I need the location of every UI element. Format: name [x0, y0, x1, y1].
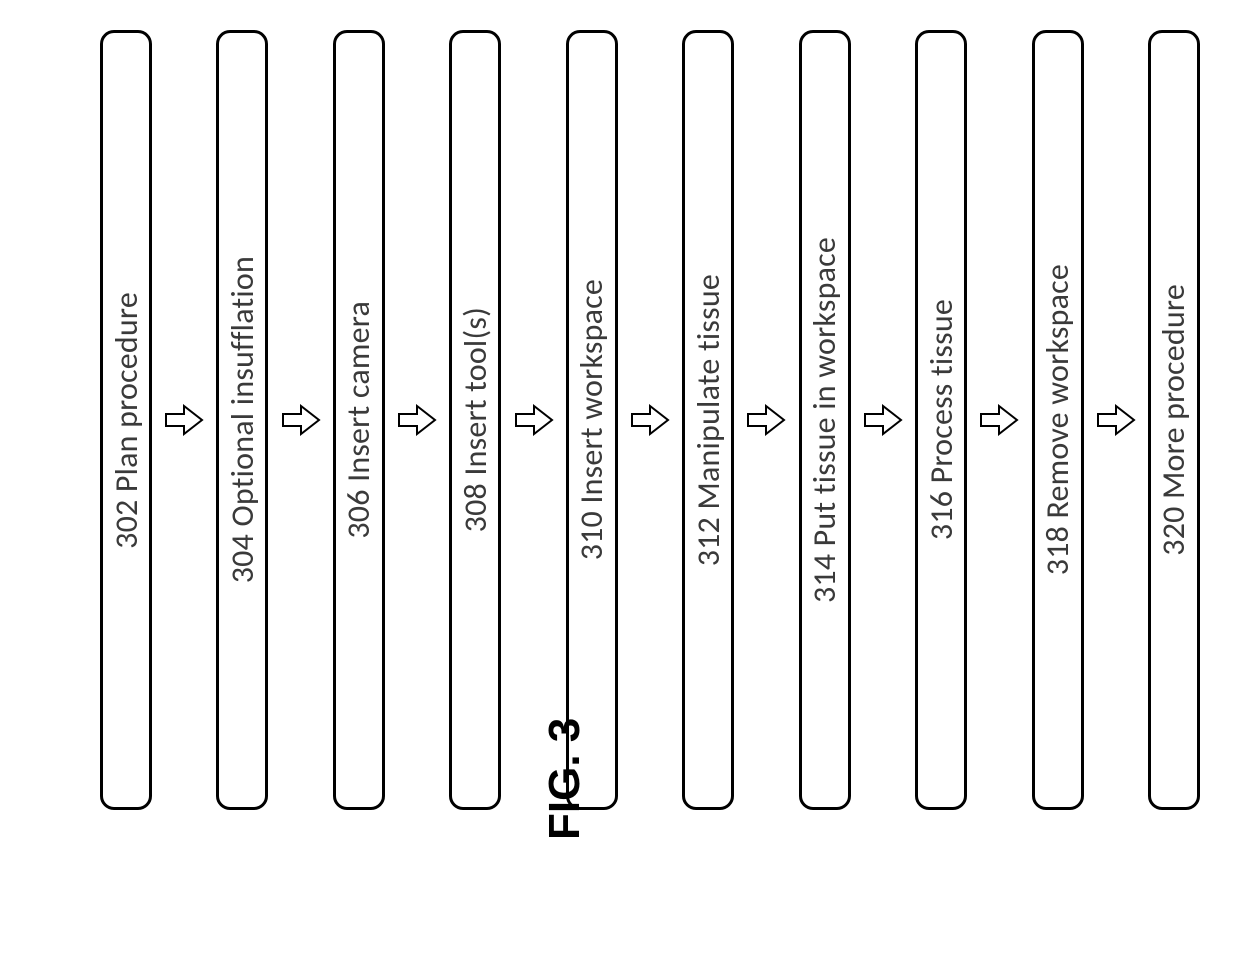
step-label: 316 Process tissue — [922, 299, 961, 540]
figure-canvas: 302 Plan procedure 304 Optional insuffla… — [0, 0, 1240, 973]
step-box-316: 316 Process tissue — [915, 30, 967, 810]
step-box-314: 314 Put tissue in workspace — [799, 30, 851, 810]
arrow-icon — [622, 30, 678, 810]
step-label: 304 Optional insufflation — [223, 256, 262, 583]
arrow-icon — [389, 30, 445, 810]
step-box-318: 318 Remove workspace — [1032, 30, 1084, 810]
step-label: 318 Remove workspace — [1038, 264, 1077, 575]
arrow-icon — [273, 30, 329, 810]
step-label: 306 Insert camera — [339, 301, 378, 539]
step-box-320: 320 More procedure — [1148, 30, 1200, 810]
step-label: 308 Insert tool(s) — [456, 307, 495, 532]
step-label: 320 More procedure — [1154, 284, 1193, 556]
step-label: 310 Insert workspace — [572, 279, 611, 560]
step-box-308: 308 Insert tool(s) — [449, 30, 501, 810]
arrow-icon — [1088, 30, 1144, 810]
arrow-icon — [971, 30, 1027, 810]
step-box-310: 310 Insert workspace — [566, 30, 618, 810]
arrow-icon — [156, 30, 212, 810]
arrow-icon — [738, 30, 794, 810]
step-label: 314 Put tissue in workspace — [805, 237, 844, 603]
step-box-312: 312 Manipulate tissue — [682, 30, 734, 810]
step-box-306: 306 Insert camera — [333, 30, 385, 810]
step-box-302: 302 Plan procedure — [100, 30, 152, 810]
step-box-304: 304 Optional insufflation — [216, 30, 268, 810]
arrow-icon — [506, 30, 562, 810]
arrow-icon — [855, 30, 911, 810]
figure-label: FIG. 3 — [540, 718, 590, 840]
step-label: 302 Plan procedure — [107, 292, 146, 549]
flowchart: 302 Plan procedure 304 Optional insuffla… — [100, 30, 1200, 810]
step-label: 312 Manipulate tissue — [689, 274, 728, 566]
